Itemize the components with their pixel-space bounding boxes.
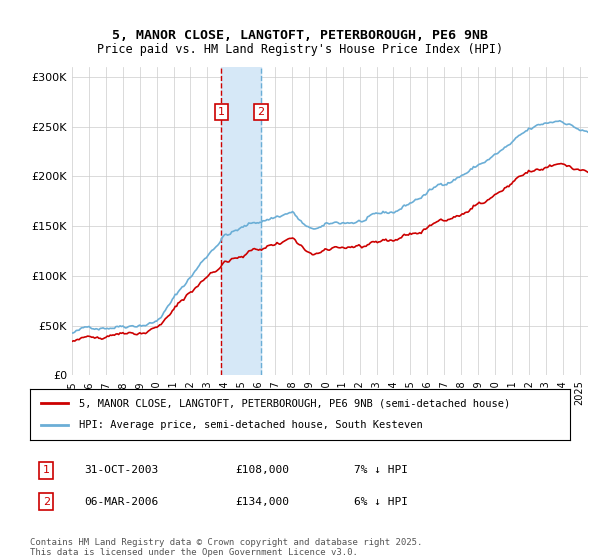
Text: 1: 1 <box>43 465 50 475</box>
Text: 1: 1 <box>218 107 225 117</box>
Text: 31-OCT-2003: 31-OCT-2003 <box>84 465 158 475</box>
Text: £108,000: £108,000 <box>235 465 289 475</box>
Text: 5, MANOR CLOSE, LANGTOFT, PETERBOROUGH, PE6 9NB (semi-detached house): 5, MANOR CLOSE, LANGTOFT, PETERBOROUGH, … <box>79 398 510 408</box>
Text: Price paid vs. HM Land Registry's House Price Index (HPI): Price paid vs. HM Land Registry's House … <box>97 43 503 56</box>
Text: Contains HM Land Registry data © Crown copyright and database right 2025.
This d: Contains HM Land Registry data © Crown c… <box>30 538 422 557</box>
Text: 2: 2 <box>257 107 265 117</box>
Text: HPI: Average price, semi-detached house, South Kesteven: HPI: Average price, semi-detached house,… <box>79 421 422 431</box>
Text: £134,000: £134,000 <box>235 497 289 507</box>
Text: 06-MAR-2006: 06-MAR-2006 <box>84 497 158 507</box>
Text: 5, MANOR CLOSE, LANGTOFT, PETERBOROUGH, PE6 9NB: 5, MANOR CLOSE, LANGTOFT, PETERBOROUGH, … <box>112 29 488 42</box>
Text: 7% ↓ HPI: 7% ↓ HPI <box>354 465 408 475</box>
Text: 2: 2 <box>43 497 50 507</box>
Bar <box>221 67 261 375</box>
Text: 6% ↓ HPI: 6% ↓ HPI <box>354 497 408 507</box>
